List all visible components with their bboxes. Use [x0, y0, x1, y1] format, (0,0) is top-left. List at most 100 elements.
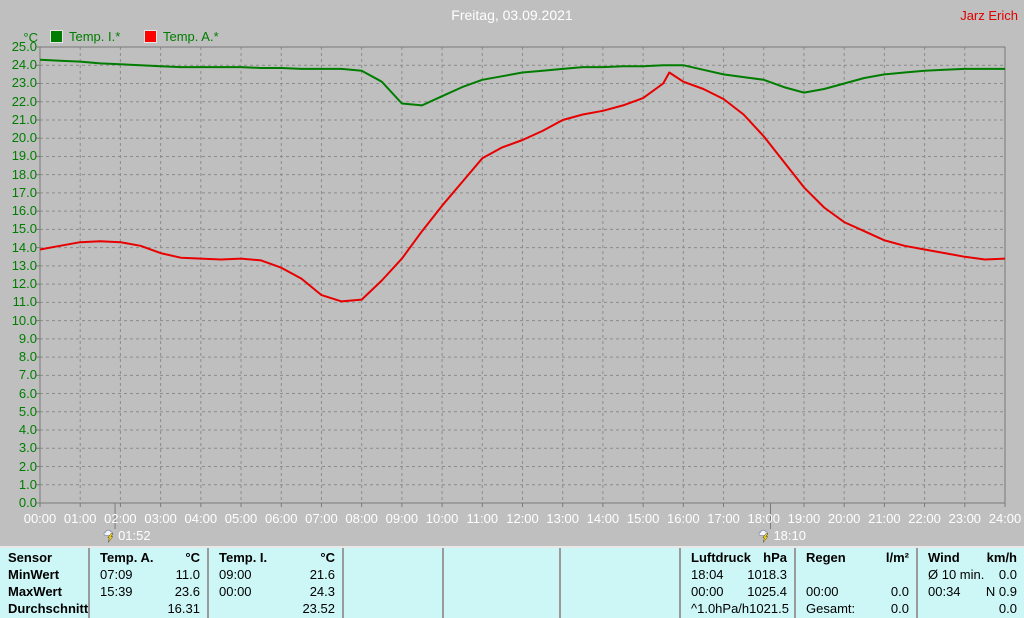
user-name: Jarz Erich	[960, 8, 1018, 23]
table-row: Ø 10 min. 0.0	[918, 567, 1024, 584]
table-row	[444, 567, 559, 584]
y-tick-label: 15.0	[11, 221, 37, 237]
row-value: 23.6	[174, 584, 200, 599]
x-tick-label: 12:00	[506, 511, 539, 526]
row-value: 24.3	[309, 584, 335, 599]
row-time: 00:00	[691, 584, 724, 599]
x-tick-label: 07:00	[305, 511, 338, 526]
row-value: 21.6	[309, 567, 335, 582]
y-tick-label: 25.0	[11, 39, 37, 54]
row-time: 15:39	[100, 584, 133, 599]
x-tick-label: 03:00	[144, 511, 177, 526]
y-tick-label: 1.0	[18, 476, 37, 492]
block-header: Luftdruck hPa	[681, 550, 794, 567]
table-row	[344, 601, 442, 618]
table-row: 00:00 1025.4	[681, 584, 794, 601]
x-tick-label: 14:00	[586, 511, 620, 526]
y-tick-label: 18.0	[11, 166, 37, 182]
block-header: Temp. A. °C	[90, 550, 207, 567]
temp-i-swatch-icon	[50, 30, 63, 43]
row-value: 1018.3	[747, 567, 787, 582]
x-tick-label: 17:00	[707, 511, 740, 526]
y-tick-label: 2.0	[18, 458, 37, 474]
y-tick-label: 7.0	[18, 367, 37, 383]
block-unit: °C	[320, 550, 335, 565]
block-header: Temp. I. °C	[209, 550, 342, 567]
row-time: 00:34	[928, 584, 961, 599]
table-block-empty-3	[559, 548, 679, 618]
table-row: 09:00 21.6	[209, 567, 342, 584]
y-tick-label: 11.0	[12, 294, 37, 310]
y-tick-label: 17.0	[11, 184, 37, 200]
series-line-temp-i	[39, 58, 1005, 107]
x-tick-label: 06:00	[264, 511, 298, 526]
storm-cloud-icon	[759, 529, 769, 543]
table-row	[344, 567, 442, 584]
x-tick-label: 20:00	[827, 511, 861, 526]
row-label: MaxWert	[8, 584, 62, 599]
temperature-chart	[36, 46, 1006, 529]
row-value: 16.31	[167, 601, 200, 616]
block-unit: l/m²	[885, 550, 909, 565]
table-row: 23.52	[209, 601, 342, 618]
row-label: MinWert	[8, 567, 60, 582]
x-tick-label: 09:00	[385, 511, 419, 526]
table-row: 15:39 23.6	[90, 584, 207, 601]
table-row: 00:34 N 0.9	[918, 584, 1024, 601]
legend-temp-i: Temp. I.*	[50, 29, 120, 44]
legend-temp-a-label: Temp. A.*	[163, 29, 219, 44]
weather-event-marker[interactable]: 18:10	[758, 528, 806, 543]
row-time: Gesamt:	[806, 601, 856, 616]
row-value: 11.0	[175, 567, 200, 582]
legend-temp-a: Temp. A.*	[144, 29, 219, 44]
y-tick-label: 8.0	[18, 349, 37, 365]
table-block-temp-i: Temp. I. °C 09:00 21.6 00:00 24.3 23.52	[207, 548, 342, 618]
row-time: 07:09	[100, 567, 133, 582]
row-label: Durchschnitt	[8, 601, 89, 616]
table-row: ^1.0hPa/h 1021.5	[681, 601, 794, 618]
block-title: Luftdruck	[691, 550, 751, 565]
weather-event-marker[interactable]: 01:52	[103, 528, 151, 543]
table-row	[561, 584, 679, 601]
y-tick-label: 5.0	[18, 403, 37, 419]
y-tick-label: 10.0	[11, 312, 37, 328]
x-tick-label: 16:00	[667, 511, 700, 526]
row-time: 00:00	[806, 584, 839, 599]
x-tick-label: 13:00	[546, 511, 579, 526]
y-tick-label: 0.0	[18, 495, 37, 510]
block-header	[444, 550, 559, 567]
x-tick-label: 15:00	[626, 511, 660, 526]
block-header: Regen l/m²	[796, 550, 916, 567]
y-tick-label: 19.0	[11, 148, 37, 164]
table-row	[444, 584, 559, 601]
row-value: 23.52	[302, 601, 335, 616]
page-title: Freitag, 03.09.2021	[451, 7, 573, 23]
block-unit: km/h	[986, 550, 1017, 565]
table-row: Gesamt: 0.0	[796, 601, 916, 618]
row-value: 1021.5	[749, 601, 789, 616]
marker-time-label: 18:10	[773, 528, 806, 543]
table-row: 00:00 24.3	[209, 584, 342, 601]
marker-time-label: 01:52	[118, 528, 151, 543]
table-row: 16.31	[90, 601, 207, 618]
table-block-wind: Wind km/h Ø 10 min. 0.0 00:34 N 0.9 0.0	[916, 548, 1024, 618]
x-tick-label: 23:00	[948, 511, 982, 526]
y-tick-label: 21.0	[11, 111, 37, 127]
row-value: 0.0	[998, 567, 1017, 582]
table-block-empty-2	[442, 548, 559, 618]
table-row-labels: Sensor MinWert MaxWert Durchschnitt	[0, 548, 88, 618]
row-value: 1025.4	[747, 584, 787, 599]
x-tick-label: 02:00	[104, 511, 137, 526]
block-header: Wind km/h	[918, 550, 1024, 567]
x-tick-label: 04:00	[184, 511, 218, 526]
x-tick-label: 05:00	[224, 511, 258, 526]
table-row	[561, 601, 679, 618]
y-tick-label: 9.0	[18, 330, 37, 346]
table-row: 00:00 0.0	[796, 584, 916, 601]
table-row	[444, 601, 559, 618]
table-row: 07:09 11.0	[90, 567, 207, 584]
row-value: N 0.9	[985, 584, 1017, 599]
x-tick-label: 08:00	[345, 511, 378, 526]
table-block-luftdruck: Luftdruck hPa 18:04 1018.3 00:00 1025.4 ^1.0hP…	[679, 548, 794, 618]
row-value: 0.0	[890, 601, 909, 616]
